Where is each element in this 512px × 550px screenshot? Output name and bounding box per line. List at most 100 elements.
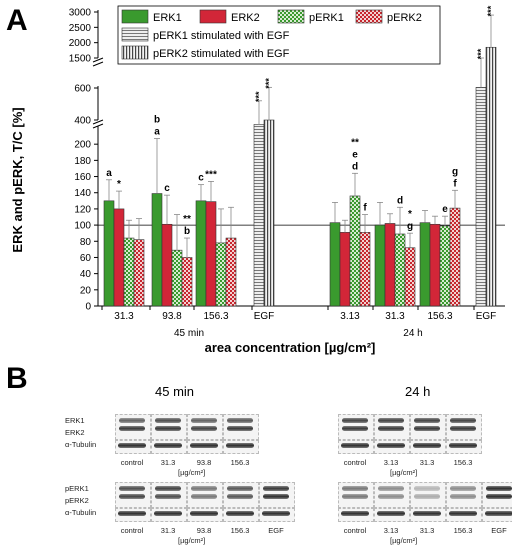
blot-band-tubulin (413, 443, 441, 448)
blot-band (119, 426, 145, 431)
blot-row-label: ERK2 (65, 428, 85, 437)
blot-band-tubulin (377, 443, 405, 448)
blot-band (414, 426, 440, 431)
blot-band (342, 494, 368, 499)
blot-lane-label: 31.3 (160, 526, 176, 535)
blot-band (342, 418, 368, 423)
significance-label: d (352, 161, 358, 172)
blot-band (191, 494, 217, 499)
legend-swatch (277, 9, 305, 24)
x-axis-label: area concentration [µg/cm²] (205, 340, 376, 355)
legend-label: pERK2 stimulated with EGF (153, 48, 290, 60)
significance-label: f (453, 178, 457, 189)
significance-label: *** (264, 78, 274, 89)
bar (225, 237, 237, 307)
y-tick-label: 180 (74, 156, 91, 167)
significance-label: g (407, 221, 413, 232)
y-tick-label: 3000 (69, 8, 92, 19)
legend-swatch (121, 45, 149, 60)
blot-row-label: α-Tubulin (65, 508, 97, 517)
legend-swatch (199, 9, 227, 24)
x-tick-label: 31.3 (385, 311, 405, 322)
significance-label: c (198, 173, 204, 184)
legend-label: pERK1 stimulated with EGF (153, 30, 290, 42)
significance-label: a (154, 127, 160, 138)
blot-lane-label: control (343, 526, 367, 535)
bar (449, 207, 461, 307)
axes: 0 20 40 60 80 100 120 140 160 180 200 400 600 1500 200… (69, 8, 505, 339)
significance-label: c (164, 183, 170, 194)
bar (263, 119, 275, 307)
blot-lane-label: control (343, 458, 367, 467)
blot-band-tubulin (154, 443, 182, 448)
y-tick-label: 120 (74, 204, 91, 215)
x-tick-label: EGF (476, 311, 497, 322)
blot-band (414, 418, 440, 423)
blot-band (155, 426, 181, 431)
y-tick-label: 20 (80, 285, 92, 296)
bar (339, 232, 351, 307)
legend-label: pERK1 (309, 12, 344, 24)
blot-band (342, 486, 368, 491)
blot-band-tubulin (341, 443, 369, 448)
bar (161, 223, 173, 307)
significance-label: *** (205, 169, 217, 180)
bar (404, 247, 416, 307)
blot-band (378, 418, 404, 423)
blot-row-label: pERK2 (65, 496, 89, 505)
blot-band (450, 426, 476, 431)
legend-label: ERK2 (231, 12, 260, 24)
y-tick-label: 80 (80, 237, 92, 248)
panel-a: A 0 20 40 60 80 100 120 140 160 180 200 400 600 1500 2… (6, 4, 505, 355)
blot-lane-label: 156.3 (453, 526, 473, 535)
significance-label: a (106, 168, 112, 179)
bar (253, 124, 265, 307)
bar (349, 195, 361, 307)
significance-label: * (117, 179, 121, 190)
bar (215, 242, 227, 307)
blot-band-tubulin (118, 511, 146, 516)
bar (133, 239, 145, 307)
blot-band-tubulin (413, 511, 441, 516)
blot-left-title: 45 min (155, 384, 195, 399)
y-tick-label: 600 (74, 84, 91, 95)
blot-band (450, 494, 476, 499)
blot-band (191, 426, 217, 431)
blot-lane-label: 93.8 (196, 458, 212, 467)
legend: ERK1 ERK2 pERK1 pERK2 pERK1 stimulated with … (117, 5, 441, 65)
bar (103, 200, 115, 307)
significance-label: e (442, 204, 448, 215)
axis-break (92, 119, 104, 129)
blot-lane-label: 31.3 (160, 458, 176, 467)
bar (485, 46, 497, 307)
blot-band (227, 418, 253, 423)
legend-swatch (355, 9, 383, 24)
significance-label: ** (351, 137, 359, 148)
x-tick-label: 93.8 (162, 311, 182, 322)
bar (394, 233, 406, 307)
blot-lane-label: 31.3 (419, 526, 435, 535)
blot-lane (410, 482, 446, 508)
blot-lane-label: 31.3 (419, 458, 435, 467)
blot-band (263, 494, 289, 499)
blot-band (378, 486, 404, 491)
legend-swatch (121, 27, 149, 42)
blot-band-tubulin (377, 511, 405, 516)
group-label: 45 min (174, 328, 204, 339)
y-tick-label: 400 (74, 116, 91, 127)
blot-band (450, 418, 476, 423)
blot-lane-label: 93.8 (196, 526, 212, 535)
bar (195, 200, 207, 307)
bar (123, 237, 135, 307)
blot-lane-label: 156.3 (453, 458, 473, 467)
blot-band-tubulin (154, 511, 182, 516)
y-tick-label: 100 (74, 221, 91, 232)
bar (374, 224, 386, 307)
bar (359, 232, 371, 307)
significance-label: ** (183, 214, 191, 225)
y-tick-label: 1500 (69, 54, 92, 65)
blot-band (227, 486, 253, 491)
blot-band (155, 494, 181, 499)
significance-label: f (363, 203, 367, 214)
